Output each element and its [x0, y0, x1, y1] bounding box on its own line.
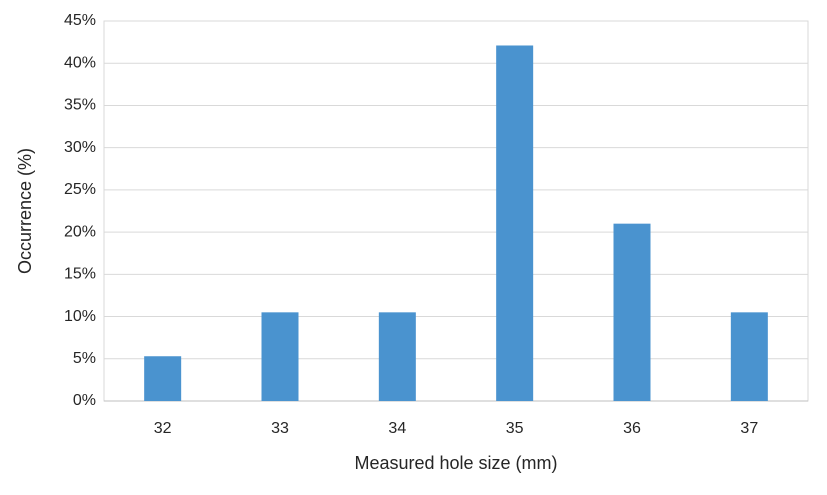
- x-tick-label: 32: [154, 420, 172, 437]
- x-tick-label: 35: [506, 420, 524, 437]
- y-tick-label: 0%: [73, 392, 96, 409]
- y-tick-label: 35%: [64, 97, 96, 114]
- x-tick-label: 33: [271, 420, 289, 437]
- x-tick-label: 34: [388, 420, 406, 437]
- y-tick-label: 45%: [64, 12, 96, 29]
- bar: [261, 312, 299, 401]
- x-axis-title: Measured hole size (mm): [354, 453, 557, 473]
- y-tick-label: 30%: [64, 139, 96, 156]
- x-tick-label: 37: [740, 420, 758, 437]
- bar: [496, 45, 534, 401]
- y-tick-label: 25%: [64, 181, 96, 198]
- y-tick-label: 5%: [73, 350, 96, 367]
- bar: [144, 356, 182, 401]
- y-tick-label: 20%: [64, 223, 96, 240]
- y-axis-title: Occurrence (%): [15, 148, 35, 274]
- bar: [730, 312, 768, 401]
- y-tick-label: 40%: [64, 54, 96, 71]
- plot-border: [103, 20, 809, 402]
- y-tick-label: 15%: [64, 266, 96, 283]
- bar: [378, 312, 416, 401]
- x-tick-label: 36: [623, 420, 641, 437]
- bar: [613, 223, 651, 401]
- y-tick-label: 10%: [64, 308, 96, 325]
